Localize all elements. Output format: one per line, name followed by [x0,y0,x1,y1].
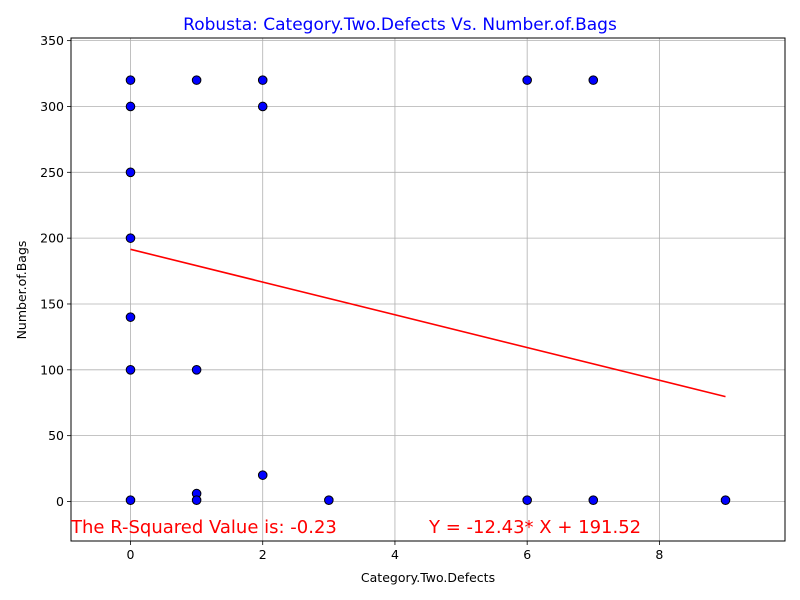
y-tick-label: 100 [40,362,64,377]
data-point [191,365,202,375]
y-axis-label: Number.of.Bags [14,241,29,340]
data-point [125,312,136,322]
data-point [125,167,136,178]
data-point [191,495,202,505]
y-tick-label: 300 [40,99,64,114]
y-tick-label: 200 [40,231,64,246]
x-tick-label: 0 [127,547,135,562]
data-point [125,365,136,375]
data-point [125,101,136,112]
data-point [522,495,532,505]
y-tick-label: 250 [40,165,64,180]
data-point [257,470,268,480]
regression-equation-annotation: Y = -12.43* X + 191.52 [428,517,641,538]
x-axis-label: Category.Two.Defects [361,570,495,585]
y-tick-label: 150 [40,296,64,311]
y-axis-ticks: 0 50 100 150 200 250 300 350 [40,33,71,509]
plot-frame [70,37,786,542]
chart-title: Robusta: Category.Two.Defects Vs. Number… [183,15,617,35]
data-point [257,101,268,112]
y-tick-label: 0 [56,494,64,509]
r-squared-annotation: The R-Squared Value is: -0.23 [70,517,337,538]
x-tick-label: 8 [655,547,663,562]
data-point [588,75,599,85]
data-point [125,495,136,505]
data-point [257,75,268,85]
data-point [324,495,334,505]
data-point [191,75,202,85]
data-point [125,75,136,85]
y-tick-label: 350 [40,33,64,48]
x-tick-label: 2 [259,547,267,562]
x-tick-label: 6 [523,547,531,562]
data-point [125,233,136,243]
grid [71,38,785,541]
y-tick-label: 50 [48,428,64,443]
data-points [125,75,731,505]
data-point [522,75,532,85]
x-axis-ticks: 0 2 4 6 8 [127,541,663,562]
regression-line-group [130,248,726,398]
data-point [720,495,731,505]
x-tick-label: 4 [391,547,399,562]
regression-line [130,248,726,398]
data-point [588,495,599,505]
